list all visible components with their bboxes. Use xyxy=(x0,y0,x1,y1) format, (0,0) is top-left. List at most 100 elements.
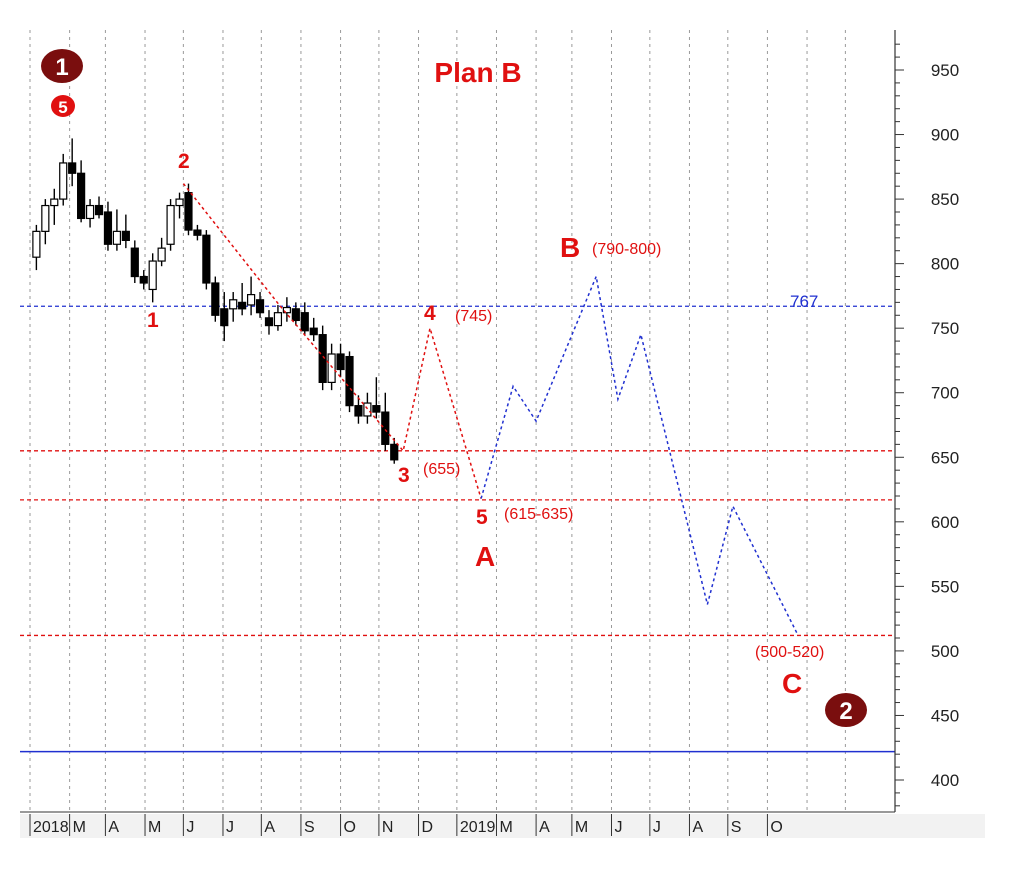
axes: 400 450 500 550 600 650 700 750 800 850 900 950 2018… xyxy=(20,30,985,838)
x-tick-label: M xyxy=(499,819,512,836)
wave-b-range-label: (790-800) xyxy=(592,241,661,258)
x-tick-label: D xyxy=(422,819,434,836)
badge-2: 2 xyxy=(825,693,867,727)
candle-body xyxy=(112,230,122,245)
badge-2-text: 2 xyxy=(839,698,852,725)
y-tick-label: 900 xyxy=(931,126,959,145)
candle-body xyxy=(193,229,202,236)
level-767-label: 767 xyxy=(790,292,818,311)
candle-body xyxy=(282,306,291,314)
candle-body xyxy=(354,405,363,417)
candle-body xyxy=(50,198,59,207)
wave-c-range-label: (500-520) xyxy=(755,644,824,661)
x-tick-label: M xyxy=(73,819,86,836)
badge-5-text: 5 xyxy=(58,98,67,117)
candle-body xyxy=(238,301,247,310)
candle-body xyxy=(59,162,68,200)
badge-5: 5 xyxy=(51,95,75,117)
badge-1: 1 xyxy=(41,49,83,83)
x-tick-label: J xyxy=(226,819,234,836)
candle-body xyxy=(220,308,229,327)
candle-body xyxy=(345,355,354,407)
candle-body xyxy=(32,230,41,258)
y-tick-label: 450 xyxy=(931,706,959,725)
candle-body xyxy=(121,230,130,241)
x-tick-label: M xyxy=(148,819,161,836)
y-tick-label: 600 xyxy=(931,513,959,532)
x-tick-label: S xyxy=(731,819,742,836)
wave-4-label: 4 xyxy=(424,302,436,325)
y-tick-label: 850 xyxy=(931,190,959,209)
y-tick-label: 550 xyxy=(931,577,959,596)
candle-body xyxy=(77,172,86,220)
candle-body xyxy=(273,312,283,327)
candle-body xyxy=(291,308,300,322)
x-tick-label: 2019 xyxy=(460,819,496,836)
candle-body xyxy=(68,162,77,174)
candle-body xyxy=(229,299,238,310)
x-tick-label: S xyxy=(304,819,315,836)
y-tick-label: 800 xyxy=(931,255,959,274)
candle-body xyxy=(255,299,265,314)
candle-body xyxy=(246,294,256,306)
candle-body xyxy=(202,234,211,284)
wave-5-label: 5 xyxy=(476,506,488,529)
y-tick-label: 700 xyxy=(931,384,959,403)
x-tick-label: J xyxy=(186,819,194,836)
candle-body xyxy=(309,327,318,336)
candle-body xyxy=(372,405,381,413)
wave-3-range-label: (655) xyxy=(423,461,460,478)
wave-c-label: C xyxy=(782,668,802,699)
candle-body xyxy=(175,198,184,207)
impulse-wave-line xyxy=(182,183,482,499)
candle-body xyxy=(211,282,220,316)
badge-1-text: 1 xyxy=(55,54,68,81)
candlestick-series xyxy=(32,138,399,464)
x-tick-label: O xyxy=(344,819,356,836)
candle-body xyxy=(130,247,139,278)
x-tick-label: 2018 xyxy=(33,819,69,836)
support-lines xyxy=(20,305,895,753)
candle-body xyxy=(381,411,390,445)
wave-5-range-label: (615-635) xyxy=(504,506,573,523)
x-tick-label: N xyxy=(382,819,394,836)
wave-lines xyxy=(182,183,799,636)
candle-body xyxy=(157,247,166,262)
candle-body xyxy=(41,204,50,232)
x-tick-label: A xyxy=(692,819,703,836)
x-tick-label: A xyxy=(539,819,550,836)
y-tick-label: 950 xyxy=(931,61,959,80)
candle-body xyxy=(363,402,372,417)
wave-b-label: B xyxy=(560,232,580,263)
wave-1-label: 1 xyxy=(147,309,159,332)
wave-a-label: A xyxy=(475,541,495,572)
candle-body xyxy=(318,334,327,383)
x-tick-label: J xyxy=(653,819,661,836)
y-tick-label: 750 xyxy=(931,319,959,338)
candle-body xyxy=(390,443,399,461)
chart-title: Plan B xyxy=(434,57,521,88)
candle-body xyxy=(85,204,95,220)
x-tick-label: M xyxy=(575,819,588,836)
candle-body xyxy=(103,211,113,245)
x-tick-label: J xyxy=(615,819,623,836)
candle-body xyxy=(94,204,104,216)
y-tick-label: 400 xyxy=(931,771,959,790)
candle-body xyxy=(148,260,157,291)
x-tick-label: O xyxy=(770,819,782,836)
x-tick-label: A xyxy=(264,819,275,836)
wave-2-label: 2 xyxy=(178,150,190,173)
abc-projection-line xyxy=(480,273,799,636)
candle-body xyxy=(166,204,175,245)
x-tick-label: A xyxy=(108,819,119,836)
candle-body xyxy=(327,353,336,383)
y-tick-label: 650 xyxy=(931,448,959,467)
candle-body xyxy=(139,275,148,284)
x-axis-band xyxy=(20,814,985,838)
candle-body xyxy=(184,192,193,231)
wave-3-label: 3 xyxy=(398,464,410,487)
candle-body xyxy=(300,312,309,332)
candle-body xyxy=(336,353,345,371)
candle-body xyxy=(264,317,274,327)
